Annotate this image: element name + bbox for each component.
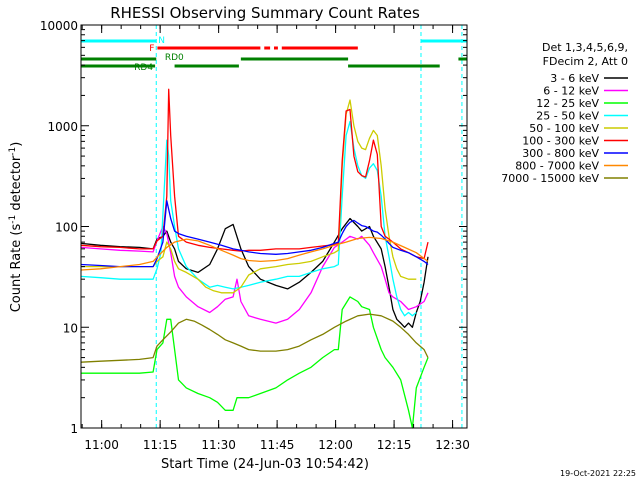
series-line (80, 120, 417, 317)
series-line (80, 200, 429, 268)
series-line (81, 296, 429, 429)
rd0-flag-label: RD0 (165, 53, 184, 63)
legend-header-decimation: FDecim 2, Att 0 (543, 55, 628, 68)
legend-label: 3 - 6 keV (550, 72, 599, 85)
legend-label: 25 - 50 keV (536, 110, 599, 123)
x-axis-label: Start Time (24-Jun-03 10:54:42) (161, 457, 369, 472)
x-tick-label: 11:00 (84, 438, 119, 452)
x-tick-label: 12:30 (435, 438, 470, 452)
x-tick-label: 12:00 (318, 438, 353, 452)
y-label-part-2: detector (9, 155, 24, 215)
y-tick-label: 1000 (47, 120, 78, 134)
plot-frame (80, 24, 468, 429)
series-line (80, 313, 429, 363)
x-tick-label: 12:15 (377, 438, 412, 452)
legend-label: 12 - 25 keV (536, 97, 599, 110)
y-label-part-3: ) (9, 142, 24, 147)
legend-label: 100 - 300 keV (522, 135, 599, 148)
series-line (80, 236, 429, 271)
series-line (81, 99, 417, 294)
legend-label: 6 - 12 keV (543, 85, 599, 98)
footer-date: 19-Oct-2021 22:25 (560, 469, 636, 478)
rd4-flag-label: RD4 (134, 63, 153, 73)
y-tick-label: 1 (70, 422, 78, 436)
legend-label: 7000 - 15000 keV (501, 172, 599, 185)
legend-header-detectors: Det 1,3,4,5,6,9, (542, 41, 628, 54)
legend-label: 300 - 800 keV (522, 147, 599, 160)
y-tick-label: 10000 (40, 19, 78, 33)
series-line (80, 217, 429, 328)
y-axis-label: Count Rate (s-1 detector-1) (8, 142, 24, 313)
series-line (80, 225, 429, 324)
y-label-part-1: Count Rate (s (9, 224, 24, 313)
chart-title: RHESSI Observing Summary Count Rates (110, 4, 420, 22)
x-tick-label: 11:45 (260, 438, 295, 452)
legend-label: 800 - 7000 keV (515, 160, 599, 173)
plot-region: NF RD0 RD4 1 10 100 1000 10000 11:00 11:15 11:30 11… (40, 19, 470, 452)
y-label-sup-2: -1 (8, 147, 18, 156)
y-tick-label: 100 (55, 221, 78, 235)
legend-label: 50 - 100 keV (529, 122, 599, 135)
series-line (80, 88, 429, 260)
y-tick-label: 10 (63, 321, 78, 335)
x-tick-label: 11:30 (201, 438, 236, 452)
night-flag-label: N (158, 36, 165, 46)
x-tick-label: 11:15 (143, 438, 178, 452)
flare-flag-label: F (149, 44, 154, 54)
y-label-sup-1: -1 (8, 215, 18, 224)
